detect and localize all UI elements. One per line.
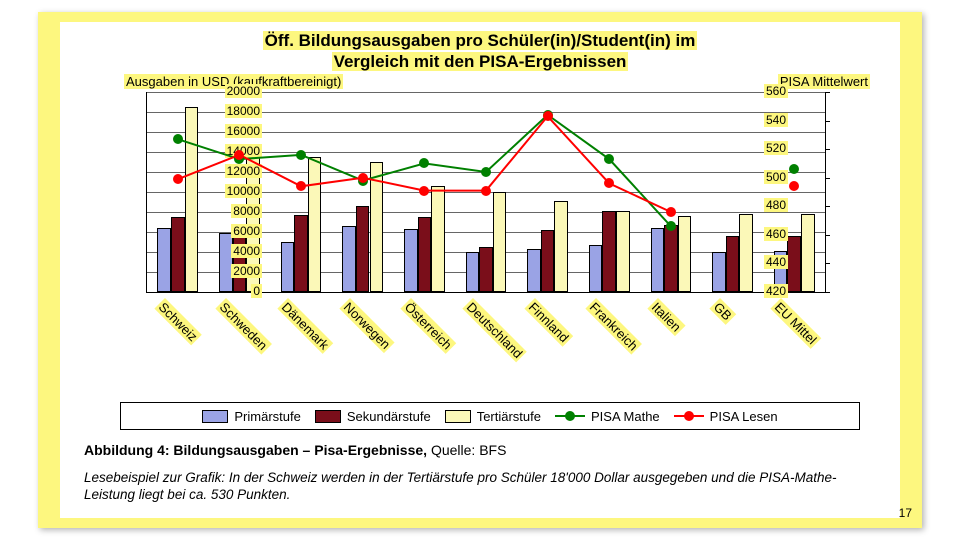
marker-pisa-lesen <box>789 181 799 191</box>
legend-item-primar: Primärstufe <box>202 409 300 424</box>
slide-frame: Öff. Bildungsausgaben pro Schüler(in)/St… <box>38 12 922 528</box>
chart-title: Öff. Bildungsausgaben pro Schüler(in)/St… <box>60 30 900 73</box>
marker-pisa-lesen <box>666 207 676 217</box>
title-line-1: Öff. Bildungsausgaben pro Schüler(in)/St… <box>263 31 698 50</box>
x-category-label: Schweden <box>216 298 272 354</box>
marker-pisa-lesen <box>173 174 183 184</box>
marker-pisa-mathe <box>789 164 799 174</box>
marker-pisa-mathe <box>481 167 491 177</box>
legend-item-mathe: PISA Mathe <box>555 409 660 424</box>
legend-item-tertiar: Tertiärstufe <box>445 409 541 424</box>
legend-item-lesen: PISA Lesen <box>674 409 778 424</box>
figure-caption: Abbildung 4: Bildungsausgaben – Pisa-Erg… <box>84 442 506 458</box>
marker-pisa-lesen <box>481 186 491 196</box>
x-category-label: Deutschland <box>462 298 527 363</box>
title-line-2: Vergleich mit den PISA-Ergebnissen <box>332 52 629 71</box>
marker-pisa-mathe <box>604 154 614 164</box>
marker-pisa-lesen <box>296 181 306 191</box>
marker-pisa-lesen <box>604 178 614 188</box>
legend-item-sekundar: Sekundärstufe <box>315 409 431 424</box>
swatch-sekundar <box>315 410 341 423</box>
x-category-label: Italien <box>647 298 685 336</box>
marker-pisa-lesen <box>419 186 429 196</box>
legend-label-sekundar: Sekundärstufe <box>347 409 431 424</box>
marker-pisa-lesen <box>234 150 244 160</box>
content-panel: Öff. Bildungsausgaben pro Schüler(in)/St… <box>60 22 900 518</box>
x-category-label: Dänemark <box>277 298 333 354</box>
marker-pisa-mathe <box>666 221 676 231</box>
marker-pisa-mathe <box>419 158 429 168</box>
marker-pisa-mathe <box>296 150 306 160</box>
x-category-label: Norwegen <box>339 298 394 353</box>
caption-bold: Abbildung 4: Bildungsausgaben – Pisa-Erg… <box>84 442 427 458</box>
x-category-label: EU Mittel <box>771 298 822 349</box>
plot-region <box>146 92 825 293</box>
marker-pisa-mathe <box>173 134 183 144</box>
lineswatch-mathe <box>555 409 585 423</box>
marker-pisa-lesen <box>543 111 553 121</box>
x-category-label: Schweiz <box>154 298 202 346</box>
legend-label-lesen: PISA Lesen <box>710 409 778 424</box>
marker-pisa-lesen <box>358 173 368 183</box>
legend: Primärstufe Sekundärstufe Tertiärstufe P… <box>120 402 860 430</box>
legend-label-primar: Primärstufe <box>234 409 300 424</box>
legend-label-tertiar: Tertiärstufe <box>477 409 541 424</box>
x-category-label: Österreich <box>401 298 457 354</box>
x-category-label: Frankreich <box>586 298 643 355</box>
legend-label-mathe: PISA Mathe <box>591 409 660 424</box>
page-number: 17 <box>899 506 912 520</box>
x-category-label: GB <box>709 298 736 325</box>
x-category-label: Finnland <box>524 298 573 347</box>
swatch-tertiar <box>445 410 471 423</box>
swatch-primar <box>202 410 228 423</box>
chart-area: Ausgaben in USD (kaufkraftbereinigt) PIS… <box>80 80 880 380</box>
caption-source: Quelle: BFS <box>427 442 506 458</box>
lineswatch-lesen <box>674 409 704 423</box>
reading-example: Lesebeispiel zur Grafik: In der Schweiz … <box>84 469 876 504</box>
